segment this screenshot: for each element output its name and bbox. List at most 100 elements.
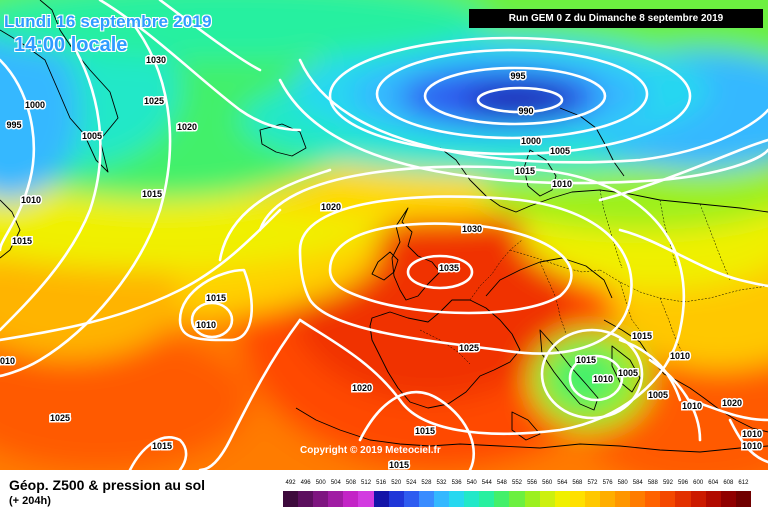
- color-scale-swatch: [494, 491, 510, 507]
- isobar-label: 1020: [321, 202, 341, 212]
- color-scale-swatch: [283, 491, 299, 507]
- isobar-label: 1005: [648, 390, 668, 400]
- isobar-label: 995: [6, 120, 21, 130]
- color-scale-swatch: [388, 491, 404, 507]
- color-scale-value: 556: [527, 480, 538, 486]
- color-scale-swatch: [599, 491, 616, 507]
- color-scale-value: 528: [421, 480, 432, 486]
- color-scale-swatch: [675, 491, 691, 507]
- isobar-label: 1010: [742, 429, 762, 439]
- isobar-label: 1020: [352, 383, 372, 393]
- isobar-labels: 1030 1025 1020 1000 995 1005 1010 1015 1…: [0, 54, 764, 471]
- color-scale-value: 548: [496, 480, 507, 486]
- color-scale-value: 564: [557, 480, 568, 486]
- color-scale-labels: 492 496 500 504 508 512 516 520 524 528 532 536 540 5…: [283, 480, 751, 490]
- color-scale-swatch: [539, 491, 555, 507]
- color-scale-value: 592: [662, 480, 673, 486]
- color-scale-value: 588: [647, 480, 658, 486]
- color-scale-swatch: [479, 491, 495, 507]
- color-scale-swatch: [343, 491, 359, 507]
- isobar-label: 1005: [618, 368, 638, 378]
- forecast-date: Lundi 16 septembre 2019: [4, 12, 212, 31]
- color-scale-swatch: [464, 491, 480, 507]
- color-scale-swatch: [358, 491, 374, 507]
- color-scale-swatch: [449, 491, 465, 507]
- color-scale-value: 508: [345, 480, 356, 486]
- color-scale-value: 524: [406, 480, 417, 486]
- color-scale-value: 536: [451, 480, 462, 486]
- color-scale-value: 576: [602, 480, 613, 486]
- isobar-label: 1030: [146, 55, 166, 65]
- isobar-label: 1010: [670, 351, 690, 361]
- color-scale-bar: [283, 491, 751, 507]
- isobar-label: 990: [518, 106, 533, 116]
- isobar-label: 1015: [632, 331, 652, 341]
- color-scale-swatch: [660, 491, 676, 507]
- color-scale-value: 596: [678, 480, 689, 486]
- color-scale-value: 568: [572, 480, 583, 486]
- color-scale-value: 600: [693, 480, 704, 486]
- color-scale-value: 608: [723, 480, 734, 486]
- coastlines: [0, 0, 768, 453]
- color-scale-swatch: [720, 491, 736, 507]
- isobar-label: 1010: [593, 374, 613, 384]
- isobar-label: 1000: [25, 100, 45, 110]
- color-scale-value: 532: [436, 480, 447, 486]
- isobar-label: 1010: [552, 179, 572, 189]
- isobar-label: 995: [510, 71, 525, 81]
- color-scale-value: 512: [361, 480, 372, 486]
- high-pressure-centre-label: 1035: [439, 263, 459, 273]
- color-scale-swatch: [584, 491, 600, 507]
- color-scale-value: 500: [315, 480, 326, 486]
- isobars: [0, 0, 768, 470]
- isobar-label: 1010: [21, 195, 41, 205]
- isobar-label: 1010: [0, 356, 15, 366]
- color-scale-value: 516: [376, 480, 387, 486]
- copyright-notice: Copyright © 2019 Meteociel.fr: [300, 445, 441, 456]
- isobar-label: 1025: [144, 96, 164, 106]
- color-scale-swatch: [418, 491, 434, 507]
- isobar-label: 1010: [682, 401, 702, 411]
- geopotential-field: 1030 1025 1020 1000 995 1005 1010 1015 1…: [0, 0, 768, 470]
- isobar-label: 1015: [515, 166, 535, 176]
- isobar-label: 1015: [152, 441, 172, 451]
- color-scale-swatch: [735, 491, 751, 507]
- isobar-label: 1015: [389, 460, 409, 470]
- color-scale-legend: 492 496 500 504 508 512 516 520 524 528 532 536 540 5…: [283, 480, 751, 510]
- color-scale-swatch: [615, 491, 631, 507]
- weather-map: 1030 1025 1020 1000 995 1005 1010 1015 1…: [0, 0, 768, 470]
- color-scale-value: 544: [481, 480, 492, 486]
- color-scale-value: 496: [300, 480, 311, 486]
- color-scale-value: 504: [330, 480, 341, 486]
- isobar-label: 1025: [50, 413, 70, 423]
- color-scale-value: 540: [466, 480, 477, 486]
- isobar-label: 1015: [415, 426, 435, 436]
- color-scale-swatch: [690, 491, 706, 507]
- forecast-local-time: 14:00 locale: [14, 34, 128, 56]
- color-scale-swatch: [509, 491, 525, 507]
- color-scale-value: 584: [632, 480, 643, 486]
- color-scale-swatch: [298, 491, 314, 507]
- color-scale-swatch: [433, 491, 450, 507]
- color-scale-value: 612: [738, 480, 749, 486]
- isobar-label: 1015: [576, 355, 596, 365]
- color-scale-swatch: [524, 491, 540, 507]
- isobar-label: 1000: [521, 136, 541, 146]
- isobar-label: 1020: [177, 122, 197, 132]
- isobar-label: 1030: [462, 224, 482, 234]
- isobar-label: 1010: [742, 441, 762, 451]
- color-scale-value: 604: [708, 480, 719, 486]
- color-scale-swatch: [630, 491, 646, 507]
- isobar-label: 1025: [459, 343, 479, 353]
- color-scale-swatch: [313, 491, 329, 507]
- color-scale-swatch: [705, 491, 721, 507]
- isobar-label: 1015: [142, 189, 162, 199]
- isobar-label: 1010: [196, 320, 216, 330]
- color-scale-value: 552: [511, 480, 522, 486]
- color-scale-value: 492: [285, 480, 296, 486]
- lead-time: (+ 204h): [9, 495, 51, 507]
- color-scale-swatch: [645, 491, 661, 507]
- color-scale-swatch: [569, 491, 585, 507]
- isobar-label: 1020: [722, 398, 742, 408]
